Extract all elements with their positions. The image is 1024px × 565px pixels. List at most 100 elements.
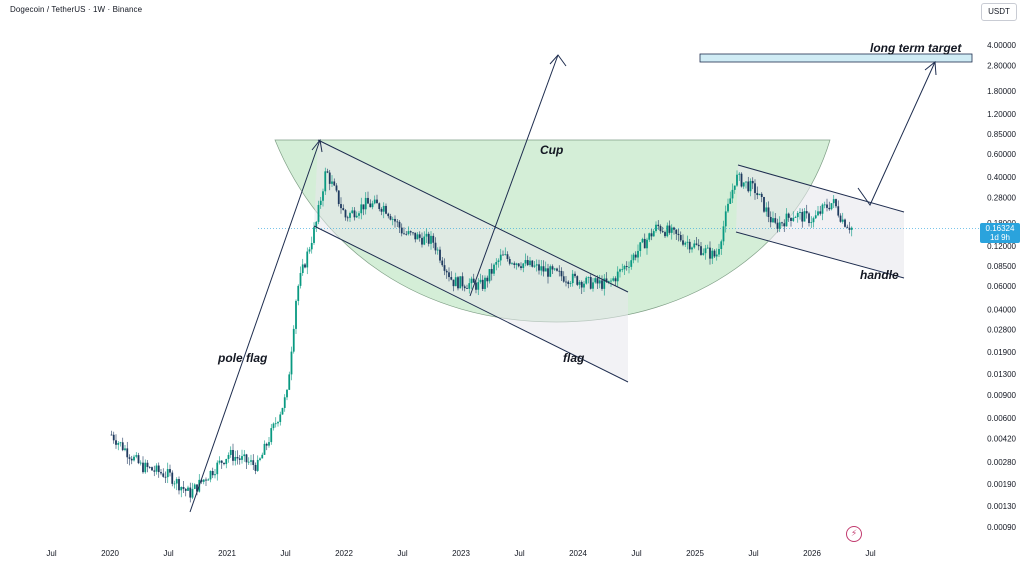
price-tick-label-13: 0.02800	[987, 326, 1016, 335]
candle-body-255	[684, 242, 687, 245]
price-tick-label-15: 0.01300	[987, 370, 1016, 379]
price-tick-label-4: 0.85000	[987, 130, 1016, 139]
candle-body-77	[283, 397, 286, 408]
candle-body-290	[763, 196, 765, 212]
candle-body-35	[189, 487, 192, 498]
candle-body-193	[544, 268, 547, 272]
handle-label: handle	[860, 268, 899, 282]
candle-body-78	[286, 389, 288, 398]
time-tick-label-11: 2025	[686, 549, 704, 558]
time-tick-label-12: Jul	[748, 549, 758, 558]
candle-body-17	[148, 467, 151, 468]
candle-body-99	[333, 181, 336, 186]
currency-selector[interactable]: USDT	[981, 3, 1017, 21]
candle-body-309	[805, 211, 808, 214]
candle-body-274	[727, 203, 729, 212]
candle-body-141	[427, 233, 430, 244]
candle-body-121	[382, 205, 385, 212]
candle-body-93	[319, 200, 322, 205]
candle-body-124	[389, 216, 392, 220]
candle-body-296	[776, 222, 779, 229]
candle-body-302	[790, 217, 792, 221]
time-tick-label-10: Jul	[631, 549, 641, 558]
candle-body-169	[490, 269, 493, 274]
candle-body-29	[175, 479, 178, 484]
candle-body-291	[765, 207, 768, 212]
candle-body-48	[218, 460, 221, 463]
candle-body-2	[115, 440, 117, 445]
candle-body-26	[169, 469, 171, 473]
candle-body-138	[421, 237, 423, 245]
candle-body-118	[376, 199, 378, 204]
lightning-icon[interactable]: ⚡	[846, 526, 862, 542]
candle-body-57	[238, 458, 241, 460]
candle-body-251	[675, 229, 678, 234]
candle-body-52	[227, 454, 230, 459]
candle-body-103	[342, 208, 345, 211]
price-tick-label-7: 0.28000	[987, 194, 1016, 203]
candle-body-164	[479, 279, 482, 283]
candle-body-281	[742, 182, 745, 187]
candle-body-257	[688, 241, 691, 250]
candle-body-165	[481, 279, 484, 289]
cup-breakout-arrowhead	[549, 54, 567, 67]
candle-body-41	[202, 479, 205, 482]
candle-body-283	[747, 181, 750, 192]
candle-body-120	[380, 209, 383, 212]
candle-body-258	[691, 247, 693, 250]
candle-body-243	[657, 224, 660, 227]
candle-body-85	[301, 264, 304, 274]
candle-body-304	[794, 217, 797, 218]
symbol-title: Dogecoin / TetherUS · 1W · Binance	[10, 5, 143, 14]
candle-body-172	[497, 260, 500, 263]
candle-body-28	[173, 483, 176, 485]
candle-body-305	[796, 212, 799, 218]
candle-body-154	[457, 277, 459, 289]
candle-body-226	[619, 269, 621, 272]
candle-body-282	[745, 181, 747, 183]
candle-body-185	[526, 260, 529, 266]
price-tick-label-12: 0.04000	[987, 305, 1016, 314]
candle-body-240	[650, 233, 653, 237]
candle-body-267	[711, 250, 714, 259]
candle-body-327	[846, 226, 849, 228]
candle-body-143	[432, 235, 435, 243]
candle-body-58	[241, 456, 243, 460]
candle-body-222	[610, 280, 612, 282]
candle-body-132	[407, 231, 410, 235]
candle-body-276	[731, 189, 734, 199]
candle-body-20	[155, 465, 158, 472]
candle-body-286	[754, 183, 756, 194]
candle-body-146	[439, 249, 441, 261]
candle-body-191	[540, 266, 543, 271]
candle-body-187	[531, 260, 534, 267]
candle-body-82	[295, 300, 297, 329]
candle-body-179	[513, 263, 516, 265]
candle-body-279	[738, 173, 741, 175]
candle-body-272	[722, 226, 725, 242]
candle-body-15	[144, 462, 147, 473]
candle-body-155	[459, 276, 462, 289]
bar-countdown: 1d 9h	[989, 233, 1011, 242]
candle-body-64	[254, 464, 257, 471]
candle-body-119	[378, 203, 381, 210]
candle-body-262	[700, 246, 702, 255]
candle-body-27	[171, 472, 174, 484]
candle-body-174	[502, 254, 504, 256]
candle-body-201	[562, 276, 565, 282]
candle-body-142	[430, 235, 432, 244]
candle-body-8	[128, 457, 131, 459]
candle-body-68	[263, 443, 266, 455]
price-tick-label-14: 0.01900	[987, 348, 1016, 357]
candle-body-10	[133, 456, 135, 461]
candle-body-236	[641, 238, 644, 243]
candle-body-223	[612, 278, 615, 281]
candle-body-74	[277, 422, 279, 424]
candle-body-310	[808, 213, 810, 224]
candle-body-182	[520, 266, 522, 269]
price-tick-label-21: 0.00130	[987, 502, 1016, 511]
candle-body-227	[621, 269, 624, 271]
candle-body-98	[331, 181, 333, 184]
